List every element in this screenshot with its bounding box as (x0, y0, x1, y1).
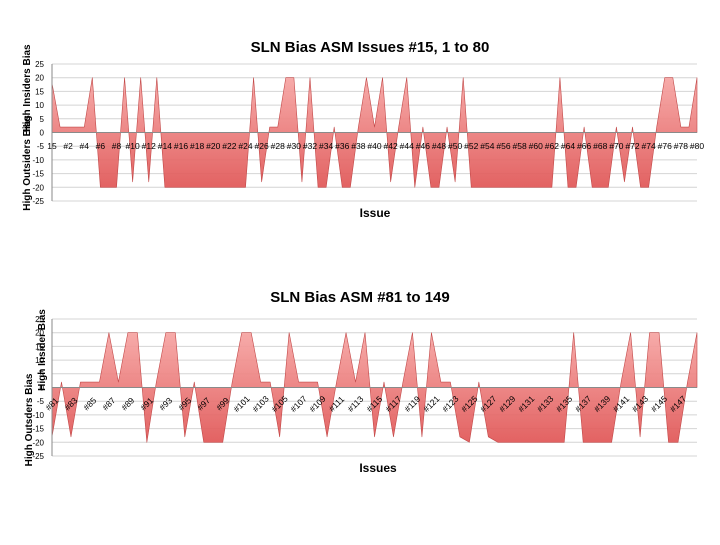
x-tick-label: #48 (432, 141, 446, 151)
x-tick-label: #78 (674, 141, 688, 151)
x-tick-label: #72 (625, 141, 639, 151)
x-tick-label: #28 (271, 141, 285, 151)
chart-issues-1-to-80: SLN Bias ASM Issues #15, 1 to 80 High In… (22, 39, 704, 220)
x-tick-label: #68 (593, 141, 607, 151)
x-tick-label: #46 (416, 141, 430, 151)
y-tick-label: -25 (32, 452, 44, 461)
y-tick-label: -20 (32, 438, 44, 447)
x-tick-label: #10 (126, 141, 140, 151)
x-axis-label: Issue (360, 206, 391, 220)
x-tick-label: #76 (658, 141, 672, 151)
x-tick-label: #74 (642, 141, 656, 151)
x-tick-label: #60 (529, 141, 543, 151)
x-tick-label: #2 (63, 141, 73, 151)
x-tick-label: #103 (250, 393, 271, 414)
x-tick-label: #18 (190, 141, 204, 151)
x-tick-label: #70 (609, 141, 623, 151)
y-tick-label: -5 (37, 142, 45, 151)
x-tick-label: #54 (480, 141, 494, 151)
x-tick-label: #89 (119, 395, 136, 412)
y-tick-label: 20 (35, 74, 44, 83)
y-axis-label-top: High Insider Bias (37, 309, 48, 391)
y-tick-label: 10 (35, 101, 44, 110)
chart-issues-81-to-149: SLN Bias ASM #81 to 149 High Insider Bia… (24, 289, 698, 475)
chart-title: SLN Bias ASM #81 to 149 (270, 289, 450, 306)
x-tick-label: #93 (157, 395, 174, 412)
y-tick-label: 0 (40, 129, 45, 138)
y-tick-label: 25 (35, 60, 44, 69)
x-tick-label: #64 (561, 141, 575, 151)
x-tick-label: #22 (222, 141, 236, 151)
x-tick-label: #58 (513, 141, 527, 151)
y-tick-label: 0 (40, 384, 45, 393)
x-tick-label: #12 (142, 141, 156, 151)
y-tick-label: -25 (32, 197, 44, 206)
x-tick-label: #32 (303, 141, 317, 151)
x-tick-label: #52 (464, 141, 478, 151)
x-tick-label: #20 (206, 141, 220, 151)
y-tick-label: -10 (32, 156, 44, 165)
x-tick-label: #62 (545, 141, 559, 151)
x-axis-label: Issues (359, 461, 397, 475)
y-tick-label: -15 (32, 170, 44, 179)
y-axis-label-bottom: High Outsders Bias (24, 373, 35, 466)
x-tick-label: #14 (158, 141, 172, 151)
x-tick-label: #50 (448, 141, 462, 151)
x-tick-label: #42 (384, 141, 398, 151)
y-tick-label: 10 (35, 356, 44, 365)
y-tick-label: -15 (32, 425, 44, 434)
x-tick-label: #30 (287, 141, 301, 151)
y-tick-label: 5 (40, 370, 45, 379)
y-axis-label-bottom: High Outsiders Bias (22, 115, 33, 211)
x-tick-label: #4 (80, 141, 90, 151)
y-axis-label-top: High Insiders Bias (22, 44, 33, 132)
y-tick-label: -5 (37, 397, 45, 406)
x-tick-label: #8 (112, 141, 122, 151)
x-tick-label: #40 (367, 141, 381, 151)
x-tick-label: #87 (100, 395, 117, 412)
x-tick-label: #85 (81, 395, 98, 412)
x-tick-label: #101 (231, 393, 252, 414)
x-tick-label: #38 (351, 141, 365, 151)
x-tick-label: #66 (577, 141, 591, 151)
x-tick-label: #26 (255, 141, 269, 151)
x-tick-label: #80 (690, 141, 704, 151)
x-tick-label: #56 (496, 141, 510, 151)
chart-title: SLN Bias ASM Issues #15, 1 to 80 (251, 39, 490, 56)
y-tick-label: -10 (32, 411, 44, 420)
x-tick-label: #113 (345, 394, 365, 414)
x-tick-label: #107 (288, 393, 309, 414)
x-tick-label: #36 (335, 141, 349, 151)
y-tick-label: 15 (35, 342, 44, 351)
x-tick-label: #44 (400, 141, 414, 151)
x-tick-label: #16 (174, 141, 188, 151)
x-tick-label: 15 (47, 141, 57, 151)
x-tick-label: #6 (96, 141, 106, 151)
y-tick-label: 25 (35, 315, 44, 324)
y-tick-label: -20 (32, 183, 44, 192)
y-tick-label: 5 (40, 115, 45, 124)
y-tick-label: 20 (35, 329, 44, 338)
x-tick-label: #24 (238, 141, 252, 151)
x-tick-label: #34 (319, 141, 333, 151)
y-tick-label: 15 (35, 87, 44, 96)
